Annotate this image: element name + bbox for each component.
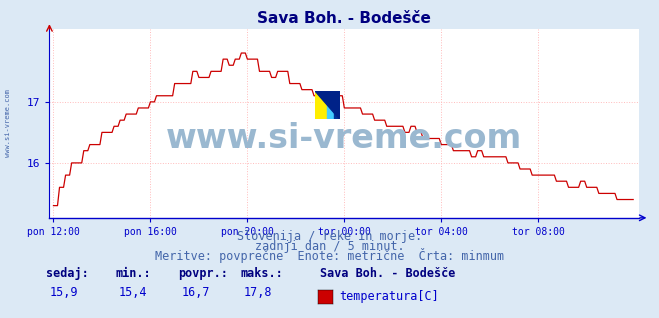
Text: Meritve: povprečne  Enote: metrične  Črta: minmum: Meritve: povprečne Enote: metrične Črta:… bbox=[155, 248, 504, 264]
Bar bbox=[333, 91, 340, 120]
Text: 16,7: 16,7 bbox=[181, 287, 210, 299]
Text: www.si-vreme.com: www.si-vreme.com bbox=[166, 122, 523, 155]
Text: zadnji dan / 5 minut.: zadnji dan / 5 minut. bbox=[254, 240, 405, 253]
Text: povpr.:: povpr.: bbox=[178, 267, 228, 280]
Text: www.si-vreme.com: www.si-vreme.com bbox=[5, 89, 11, 157]
Text: sedaj:: sedaj: bbox=[46, 267, 89, 280]
Text: min.:: min.: bbox=[115, 267, 151, 280]
Polygon shape bbox=[315, 91, 340, 120]
Bar bbox=[328, 91, 333, 120]
Text: Slovenija / reke in morje.: Slovenija / reke in morje. bbox=[237, 231, 422, 243]
Text: maks.:: maks.: bbox=[241, 267, 283, 280]
Text: 17,8: 17,8 bbox=[244, 287, 272, 299]
Bar bbox=[315, 91, 328, 120]
Title: Sava Boh. - Bodešče: Sava Boh. - Bodešče bbox=[258, 11, 431, 26]
Text: 15,4: 15,4 bbox=[119, 287, 147, 299]
Text: Sava Boh. - Bodešče: Sava Boh. - Bodešče bbox=[320, 267, 455, 280]
Text: temperatura[C]: temperatura[C] bbox=[339, 290, 439, 303]
Text: 15,9: 15,9 bbox=[49, 287, 78, 299]
